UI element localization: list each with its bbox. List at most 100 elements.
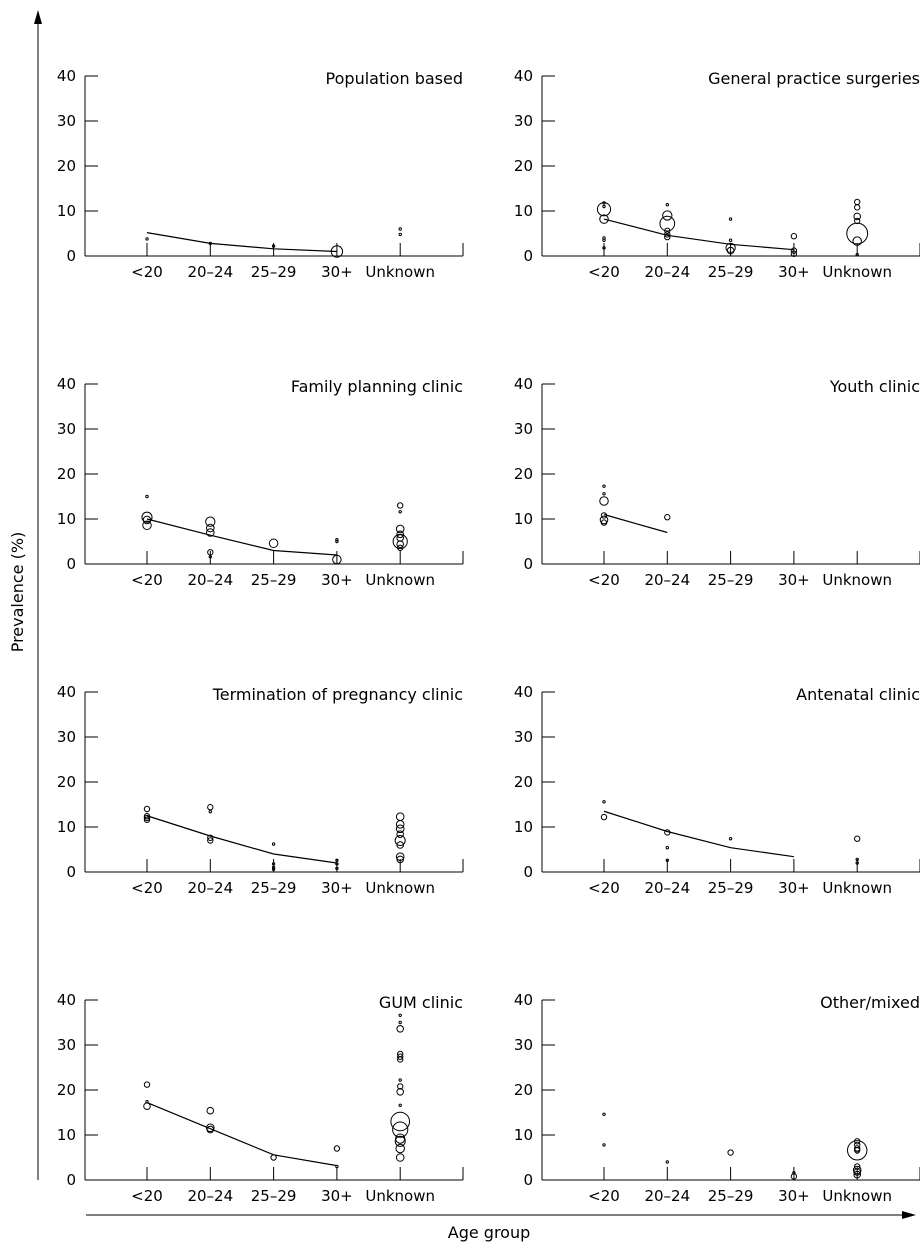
data-point [394,834,406,847]
panel-title: GUM clinic [379,993,463,1012]
data-point [790,1173,798,1180]
data-point [852,236,862,246]
data-point [335,866,339,871]
y-tick-label: 40 [514,991,533,1009]
x-tick-label: Unknown [822,1187,892,1205]
data-point [397,1083,404,1090]
data-point [664,829,671,836]
data-point [332,554,342,565]
y-tick-label: 40 [57,683,76,701]
x-tick-label: 20–24 [644,879,690,897]
y-tick-label: 10 [57,510,76,528]
x-tick-label: 30+ [778,879,810,897]
data-point [659,215,676,232]
y-axis-title: Prevalence (%) [8,532,27,653]
y-tick-label: 20 [514,465,533,483]
data-point [143,816,151,823]
data-point [854,1163,861,1170]
x-tick-label: 30+ [778,1187,810,1205]
x-tick-label: Unknown [365,879,435,897]
y-tick-label: 10 [514,1126,533,1144]
data-point [728,217,733,221]
data-point [207,804,214,811]
data-point [333,1145,341,1152]
data-point [396,830,404,838]
y-tick-label: 0 [66,555,76,573]
x-tick-label: <20 [131,263,163,281]
data-point [855,252,859,257]
data-point [665,858,669,862]
data-point [390,1111,411,1132]
y-tick-label: 40 [514,683,533,701]
x-tick-label: 25–29 [708,1187,754,1205]
x-tick-label: <20 [588,571,620,589]
data-point [397,544,404,551]
data-point [396,1088,404,1096]
data-point [145,494,149,499]
panel-7: 0 10 20 30 40 <20 20–24 25–29 30+ Unknown Other/mi… [514,991,920,1205]
x-tick-label: 25–29 [708,879,754,897]
x-tick-label: Unknown [365,571,435,589]
data-point [395,1133,406,1144]
y-tick-label: 30 [57,728,76,746]
panel-3: 0 10 20 30 40 <20 20–24 25–29 30+ Unknown Youth cl… [514,375,920,589]
data-point [206,528,215,537]
data-point [602,204,606,209]
data-point [602,246,606,250]
y-tick-label: 10 [514,510,533,528]
data-point [664,514,671,521]
y-tick-label: 0 [66,247,76,265]
data-point [728,837,733,841]
data-point [600,813,608,821]
data-point [395,524,405,534]
data-point [398,1020,402,1025]
data-point [855,857,859,862]
data-point [395,1143,405,1154]
data-point [330,245,344,258]
y-tick-label: 30 [514,112,533,130]
y-tick-label: 30 [514,728,533,746]
data-point [602,1143,606,1147]
data-point [271,244,276,248]
x-tick-label: 25–29 [708,571,754,589]
data-point [270,1154,277,1161]
x-tick-label: 20–24 [644,263,690,281]
x-tick-label: <20 [131,1187,163,1205]
y-tick-label: 20 [57,1081,76,1099]
data-point [335,539,339,544]
panel-title: General practice surgeries [708,69,920,88]
data-point [396,540,404,548]
data-point [599,214,609,224]
data-point [665,203,669,207]
data-point [853,212,861,221]
data-point [664,233,671,241]
data-point [599,496,609,506]
y-tick-label: 0 [523,555,533,573]
data-point [725,242,736,254]
data-point [271,865,276,870]
data-point [397,502,404,509]
data-point [395,812,405,821]
panel-0: 0 10 20 30 40 <20 20–24 25–29 30+ Unknown Populati… [57,67,464,281]
trend-line [603,513,668,534]
y-tick-label: 0 [523,247,533,265]
data-point [394,1135,406,1147]
data-point [602,1112,606,1117]
x-tick-label: 20–24 [187,571,233,589]
x-tick-label: Unknown [365,1187,435,1205]
y-tick-label: 20 [57,773,76,791]
data-point [208,241,213,246]
x-tick-label: 20–24 [187,879,233,897]
data-point [142,520,152,531]
data-point [335,862,339,866]
panel-title: Youth clinic [829,377,920,396]
data-point [728,238,733,242]
data-point [855,1150,859,1154]
x-tick-label: <20 [588,879,620,897]
data-point [397,1056,404,1063]
y-tick-label: 0 [66,863,76,881]
data-point [143,813,151,820]
x-tick-label: 20–24 [644,571,690,589]
y-tick-label: 40 [57,67,76,85]
data-point [143,1081,151,1088]
